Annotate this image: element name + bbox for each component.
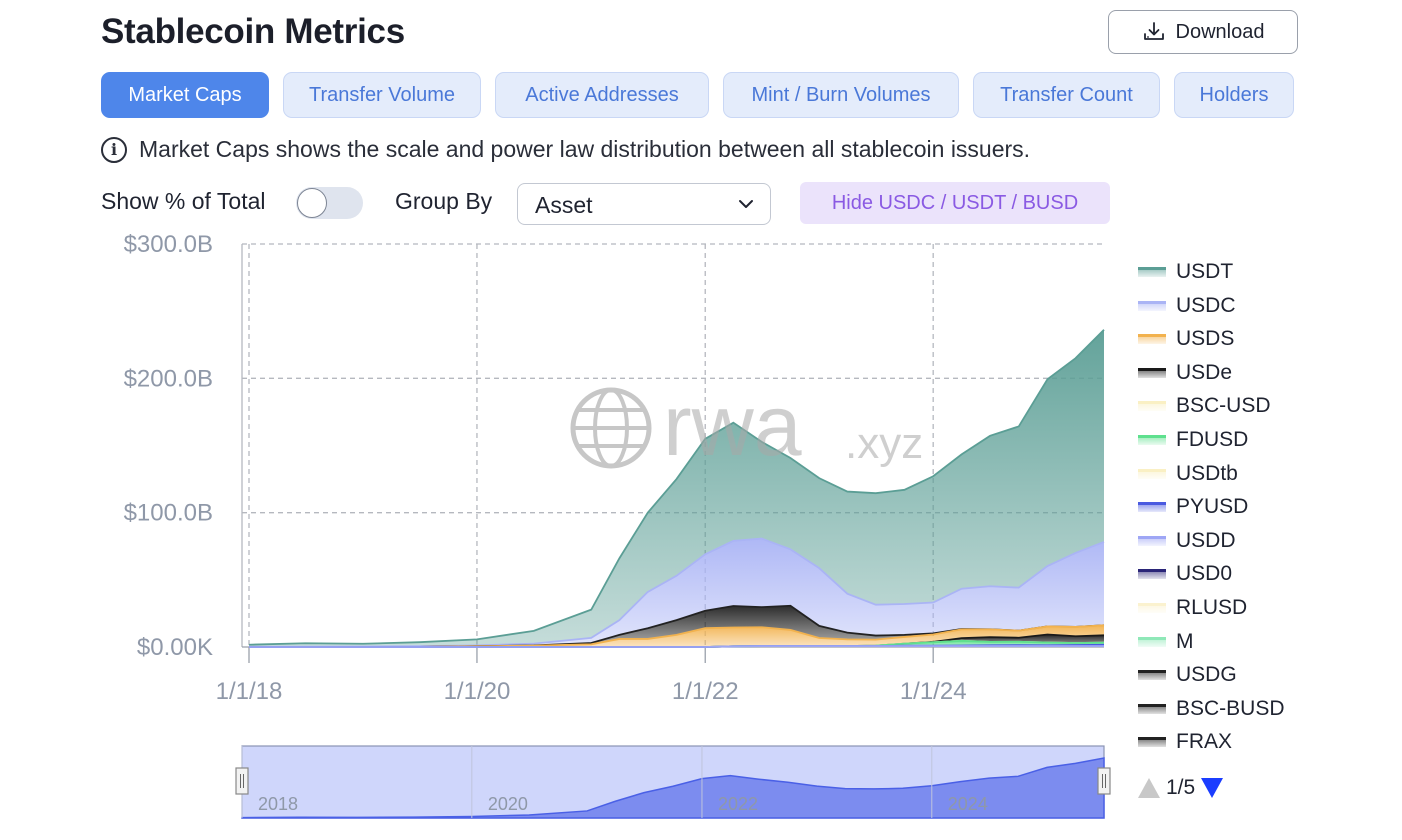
download-label: Download	[1175, 20, 1265, 43]
legend-item-pyusd[interactable]: PYUSD	[1138, 490, 1248, 524]
legend-label: USD0	[1176, 562, 1233, 586]
tab-active-addresses[interactable]: Active Addresses	[495, 72, 709, 118]
legend-swatch	[1138, 737, 1166, 748]
y-tick-label: $300.0B	[124, 231, 213, 258]
legend-label: USDe	[1176, 360, 1233, 384]
legend-label: USDD	[1176, 528, 1236, 552]
legend-swatch	[1138, 468, 1166, 479]
tab-transfer-count[interactable]: Transfer Count	[973, 72, 1160, 118]
tab-transfer-volume[interactable]: Transfer Volume	[283, 72, 481, 118]
show-total-label: Show % of Total	[101, 188, 266, 214]
navigator-handle-right[interactable]	[1097, 767, 1111, 795]
legend-swatch	[1138, 334, 1166, 345]
x-tick-label: 1/1/20	[444, 678, 511, 705]
legend-item-bsc-busd[interactable]: BSC-BUSD	[1138, 692, 1285, 726]
x-tick-label: 1/1/24	[900, 678, 967, 705]
series-area-usds	[249, 625, 1104, 647]
watermark-suffix: .xyz	[845, 419, 923, 468]
series-line-usdt	[248, 329, 1105, 646]
navigator-tick-label: 2020	[488, 794, 528, 814]
navigator-series	[241, 757, 1105, 819]
legend-swatch	[1138, 603, 1166, 613]
legend-swatch	[1138, 367, 1166, 378]
tab-market-caps[interactable]: Market Caps	[101, 72, 269, 118]
watermark	[570, 387, 652, 469]
legend-label: USDS	[1176, 327, 1235, 351]
legend-prev-icon[interactable]	[1138, 778, 1160, 798]
navigator-tick-label: 2018	[258, 794, 298, 814]
legend-label: USDG	[1176, 663, 1237, 687]
legend-item-usds[interactable]: USDS	[1138, 322, 1234, 356]
x-tick-label: 1/1/18	[216, 678, 283, 705]
tab-holders[interactable]: Holders	[1174, 72, 1294, 118]
legend-swatch	[1138, 435, 1166, 445]
legend-label: FRAX	[1176, 730, 1233, 754]
legend-label: FDUSD	[1176, 428, 1249, 451]
download-icon	[1143, 22, 1164, 40]
legend-label: M	[1176, 629, 1194, 653]
legend-item-rlusd[interactable]: RLUSD	[1138, 591, 1247, 625]
legend-swatch	[1138, 401, 1166, 412]
series-area-usdc	[249, 538, 1104, 647]
y-tick-label: $0.00K	[137, 634, 213, 661]
legend-swatch	[1138, 670, 1166, 681]
hide-usdc-usdt-busd-button[interactable]: Hide USDC / USDT / BUSD	[800, 182, 1110, 224]
group-by-value: Asset	[535, 192, 593, 218]
series-area-usdt	[249, 329, 1104, 647]
legend-item-bsc-usd[interactable]: BSC-USD	[1138, 389, 1271, 423]
legend-item-m[interactable]: M	[1138, 625, 1194, 659]
group-by-label: Group By	[395, 188, 493, 214]
legend-label: RLUSD	[1176, 596, 1248, 619]
legend-swatch	[1138, 569, 1166, 580]
legend-next-icon[interactable]	[1201, 778, 1224, 798]
legend-label: USDT	[1176, 260, 1234, 283]
group-by-select[interactable]: Asset	[517, 183, 771, 225]
series-area-bsc-busd	[249, 605, 1104, 647]
legend-swatch	[1138, 703, 1166, 714]
legend-item-usde[interactable]: USDe	[1138, 356, 1232, 390]
y-tick-label: $200.0B	[124, 365, 213, 392]
navigator-tick-label: 2022	[718, 794, 758, 814]
show-total-toggle[interactable]	[296, 187, 363, 219]
x-tick-label: 1/1/22	[672, 678, 739, 705]
legend-pager: 1/5	[1138, 776, 1224, 800]
legend-swatch	[1138, 636, 1166, 647]
legend-label: BSC-USD	[1176, 394, 1271, 418]
legend-item-usd0[interactable]: USD0	[1138, 557, 1232, 591]
toggle-knob	[297, 188, 327, 218]
legend-item-usdd[interactable]: USDD	[1138, 524, 1236, 558]
legend-page-label: 1/5	[1166, 776, 1196, 799]
legend-swatch	[1138, 267, 1166, 277]
navigator-tick-label: 2024	[948, 794, 988, 814]
tab-mint-burn-volumes[interactable]: Mint / Burn Volumes	[723, 72, 959, 118]
legend-swatch	[1138, 535, 1166, 546]
legend-swatch	[1138, 502, 1166, 513]
legend-label: USDtb	[1176, 461, 1238, 485]
legend-item-usdt[interactable]: USDT	[1138, 255, 1233, 289]
legend-label: PYUSD	[1176, 495, 1249, 519]
navigator-handle-left[interactable]	[235, 767, 249, 795]
series-line-usdd	[249, 645, 1104, 648]
legend-label: USDC	[1176, 293, 1236, 317]
legend-item-usdg[interactable]: USDG	[1138, 658, 1237, 692]
info-row: i Market Caps shows the scale and power …	[101, 136, 1030, 163]
legend-item-usdtb[interactable]: USDtb	[1138, 457, 1238, 491]
legend-item-usdc[interactable]: USDC	[1138, 289, 1236, 323]
legend-item-fdusd[interactable]: FDUSD	[1138, 423, 1248, 457]
info-icon: i	[101, 136, 127, 163]
download-button[interactable]: Download	[1108, 10, 1298, 54]
page-title: Stablecoin Metrics	[101, 12, 405, 51]
watermark-text: rwa	[663, 378, 802, 474]
chevron-down-icon	[739, 200, 753, 208]
y-tick-label: $100.0B	[124, 500, 213, 527]
legend-swatch	[1138, 300, 1166, 311]
info-text: Market Caps shows the scale and power la…	[139, 136, 1031, 162]
legend-item-frax[interactable]: FRAX	[1138, 725, 1232, 759]
legend-label: BSC-BUSD	[1176, 696, 1285, 720]
